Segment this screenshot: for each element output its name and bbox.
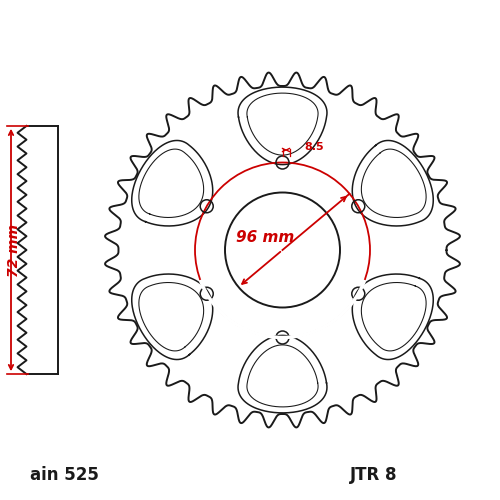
Text: ain 525: ain 525 [30,466,99,484]
Text: 72 mm: 72 mm [7,224,21,276]
Text: 8.5: 8.5 [304,142,324,152]
Text: 96 mm: 96 mm [236,230,294,245]
Text: JTR 8: JTR 8 [350,466,398,484]
